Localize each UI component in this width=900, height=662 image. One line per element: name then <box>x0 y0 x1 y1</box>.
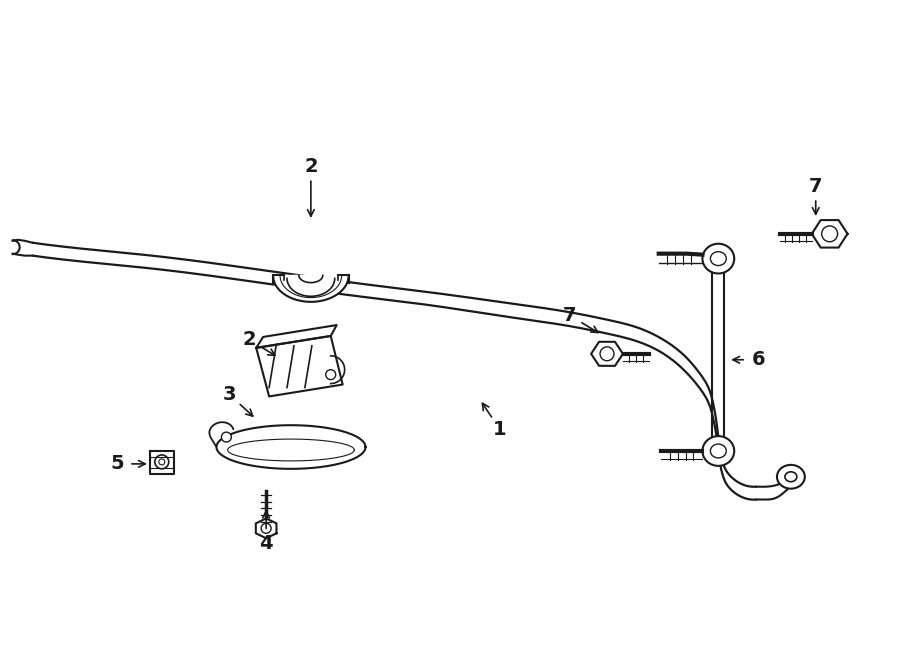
Ellipse shape <box>702 436 734 466</box>
Polygon shape <box>217 425 365 469</box>
Ellipse shape <box>702 244 734 273</box>
Circle shape <box>221 432 231 442</box>
Polygon shape <box>150 451 174 474</box>
Polygon shape <box>256 336 343 397</box>
Text: 3: 3 <box>222 385 236 404</box>
Circle shape <box>600 347 614 361</box>
Polygon shape <box>256 518 276 538</box>
Polygon shape <box>256 325 337 348</box>
Circle shape <box>158 459 165 465</box>
Text: 5: 5 <box>111 454 124 473</box>
Circle shape <box>155 455 168 469</box>
Ellipse shape <box>710 444 726 458</box>
Text: 4: 4 <box>259 534 273 553</box>
Text: 7: 7 <box>562 306 576 324</box>
Polygon shape <box>273 275 348 302</box>
Ellipse shape <box>777 465 805 489</box>
Text: 6: 6 <box>752 350 765 369</box>
Circle shape <box>326 369 336 379</box>
Polygon shape <box>812 220 848 248</box>
Text: 2: 2 <box>304 157 318 176</box>
Polygon shape <box>591 342 623 366</box>
Circle shape <box>822 226 838 242</box>
Text: 2: 2 <box>242 330 256 350</box>
Ellipse shape <box>785 472 796 482</box>
Text: 7: 7 <box>809 177 823 196</box>
Ellipse shape <box>710 252 726 265</box>
Text: 1: 1 <box>493 420 507 439</box>
Circle shape <box>261 524 271 534</box>
